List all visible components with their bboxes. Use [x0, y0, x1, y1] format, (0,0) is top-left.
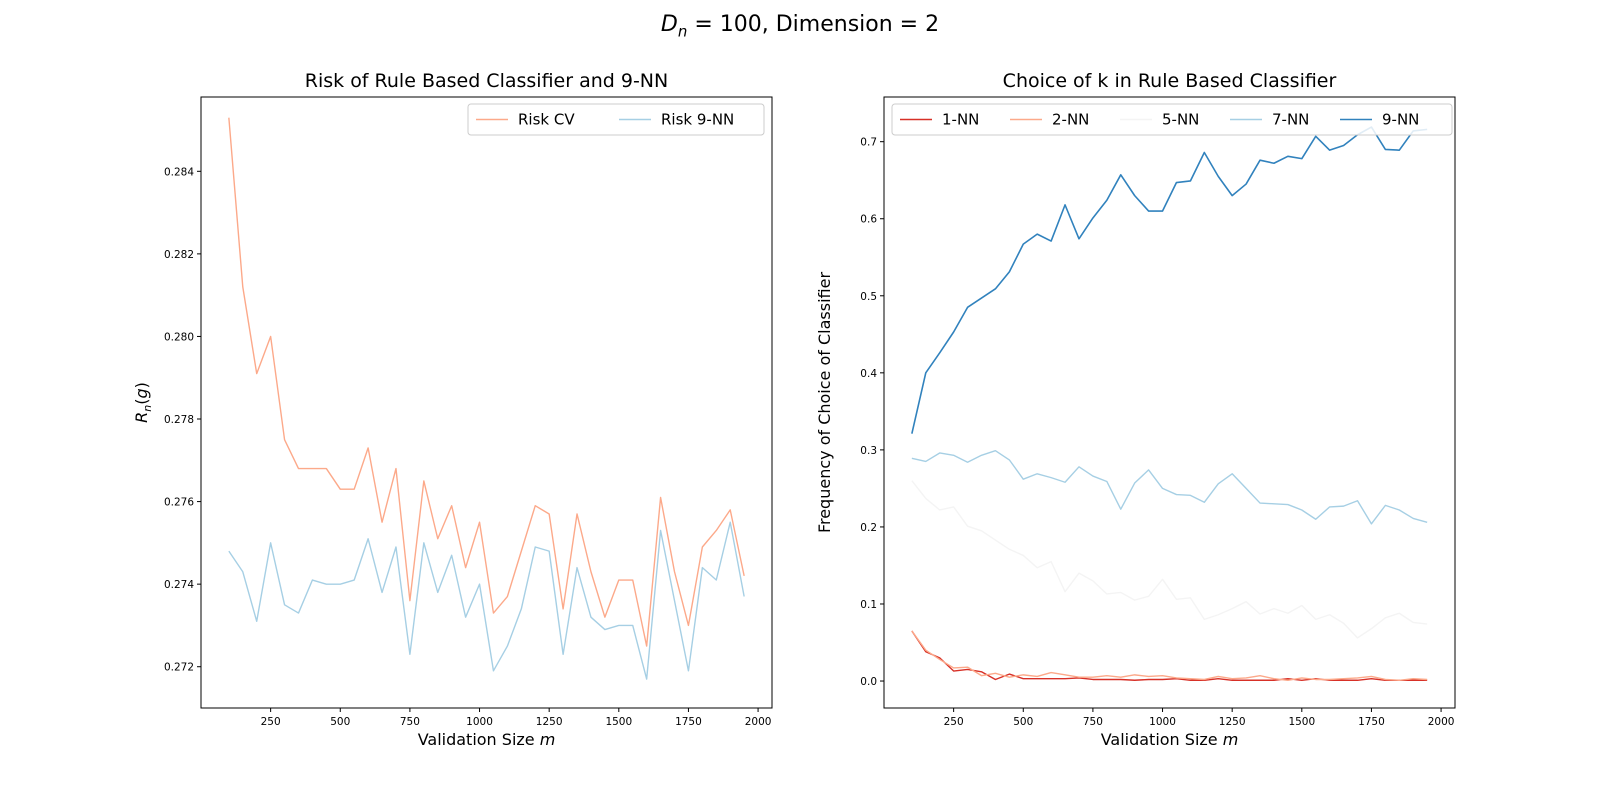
risk-chart-y-axis-label-paren-close: ): [132, 382, 151, 388]
risk-chart-legend: Risk CV Risk 9-NN: [467, 103, 765, 136]
risk-chart-x-tick-label: 1750: [675, 716, 702, 728]
risk-chart-x-tick-label: 2000: [745, 716, 772, 728]
choice-chart: Choice of k in Rule Based Classifier Val…: [815, 70, 1456, 749]
choice-chart-legend-label-9-nn: 9-NN: [1382, 111, 1419, 129]
choice-chart-legend-label-1-nn: 1-NN: [942, 111, 979, 129]
risk-chart-y-tick-label: 0.274: [164, 579, 194, 591]
risk-chart-plot-frame: [200, 96, 773, 709]
choice-chart-y-tick-label: 0.0: [860, 676, 877, 688]
risk-chart-y-axis-label-paren-open: (: [132, 399, 151, 405]
risk-chart-ticks: 250 500 750 1000 1250 1500 1750 2000 0.272 0.274 0…: [164, 166, 772, 728]
choice-chart-x-tick-label: 500: [1013, 716, 1033, 728]
figure-title-subscript: n: [677, 22, 688, 41]
choice-chart-x-axis-label-var: m: [1223, 730, 1239, 749]
risk-chart-y-tick-label: 0.280: [164, 331, 194, 343]
risk-chart-x-axis-label: Validation Size m: [418, 730, 556, 749]
figure-title-symbol: D: [660, 12, 678, 37]
choice-chart-y-tick-label: 0.1: [860, 599, 877, 611]
choice-chart-legend-label-7-nn: 7-NN: [1272, 111, 1309, 129]
choice-chart-series-2-nn-line: [911, 630, 1428, 681]
choice-chart-y-tick-label: 0.7: [860, 137, 877, 149]
choice-chart-x-tick-label: 1250: [1219, 716, 1246, 728]
risk-chart-y-axis-label: Rn(g): [132, 382, 154, 423]
choice-chart-series-1-nn-line: [911, 630, 1428, 681]
choice-chart-y-tick-label: 0.6: [860, 214, 877, 226]
risk-chart-x-tick-label: 1250: [536, 716, 563, 728]
risk-chart-x-axis-label-text: Validation Size: [418, 730, 540, 749]
risk-chart-series-risk-9-nn-line: [228, 521, 745, 680]
risk-chart-y-tick-label: 0.282: [164, 249, 194, 261]
choice-chart-series-5-nn-line: [911, 480, 1428, 639]
choice-chart-plot-frame: [883, 96, 1456, 709]
risk-chart-y-axis-label-symbol: R: [132, 412, 151, 423]
choice-chart-x-axis-label: Validation Size m: [1101, 730, 1239, 749]
risk-chart-legend-label-risk-9-nn: Risk 9-NN: [661, 111, 734, 129]
choice-chart-x-tick-label: 1750: [1358, 716, 1385, 728]
choice-chart-ticks: 250 500 750 1000 1250 1500 1750 2000 0.0 0.1 0.2 0.…: [860, 137, 1454, 728]
choice-chart-legend-label-5-nn: 5-NN: [1162, 111, 1199, 129]
choice-chart-y-axis-label: Frequency of Choice of Classifier: [815, 272, 834, 533]
risk-chart-x-axis-label-var: m: [540, 730, 556, 749]
risk-chart-y-tick-label: 0.276: [164, 497, 194, 509]
choice-chart-y-tick-label: 0.5: [860, 291, 877, 303]
choice-chart-x-tick-label: 2000: [1428, 716, 1455, 728]
choice-chart-legend-box: [891, 103, 1453, 136]
risk-chart: Risk of Rule Based Classifier and 9-NN V…: [132, 70, 773, 749]
risk-chart-legend-label-risk-cv: Risk CV: [518, 111, 575, 129]
choice-chart-y-tick-label: 0.2: [860, 522, 877, 534]
risk-chart-y-axis-label-subscript: n: [141, 405, 154, 412]
choice-chart-lines: [911, 126, 1428, 681]
choice-chart-x-tick-label: 1500: [1288, 716, 1315, 728]
choice-chart-y-tick-label: 0.4: [860, 368, 877, 380]
risk-chart-x-tick-label: 750: [400, 716, 420, 728]
risk-chart-x-tick-label: 1000: [466, 716, 493, 728]
figure-title-rest: = 100, Dimension = 2: [687, 12, 940, 37]
risk-chart-y-tick-label: 0.278: [164, 414, 194, 426]
choice-chart-y-tick-label: 0.3: [860, 445, 877, 457]
risk-chart-y-tick-label: 0.284: [164, 166, 194, 178]
choice-chart-series-9-nn-line: [911, 126, 1428, 434]
choice-chart-x-tick-label: 250: [944, 716, 964, 728]
choice-chart-series-7-nn-line: [911, 449, 1428, 525]
risk-chart-x-tick-label: 1500: [605, 716, 632, 728]
risk-chart-x-tick-label: 500: [330, 716, 350, 728]
risk-chart-y-axis-label-arg: g: [132, 388, 151, 398]
risk-chart-series-risk-cv-line: [228, 117, 745, 647]
figure-title: Dn = 100, Dimension = 2: [0, 12, 1600, 40]
risk-chart-lines: [228, 117, 745, 680]
choice-chart-x-axis-label-text: Validation Size: [1101, 730, 1223, 749]
choice-chart-x-tick-label: 1000: [1149, 716, 1176, 728]
choice-chart-title: Choice of k in Rule Based Classifier: [1003, 70, 1337, 92]
risk-chart-legend-box: [467, 103, 765, 136]
risk-chart-y-tick-label: 0.272: [164, 662, 194, 674]
choice-chart-x-tick-label: 750: [1083, 716, 1103, 728]
choice-chart-legend: 1-NN 2-NN 5-NN 7-NN 9-NN: [891, 103, 1453, 136]
risk-chart-title: Risk of Rule Based Classifier and 9-NN: [305, 70, 668, 92]
risk-chart-x-tick-label: 250: [261, 716, 281, 728]
choice-chart-legend-label-2-nn: 2-NN: [1052, 111, 1089, 129]
